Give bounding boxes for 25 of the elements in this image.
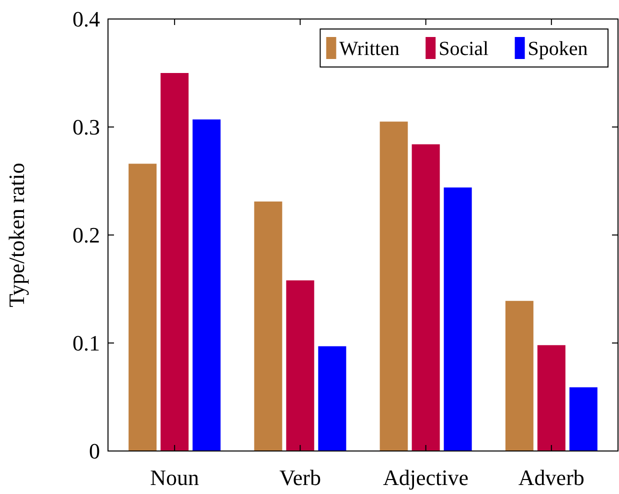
x-tick-label: Verb: [279, 465, 321, 490]
y-axis-title: Type/token ratio: [4, 162, 29, 308]
y-tick-label: 0.2: [72, 222, 100, 248]
y-tick-label: 0.3: [72, 114, 100, 140]
bar: [444, 187, 472, 451]
bar: [192, 119, 221, 451]
x-tick-label: Noun: [150, 465, 200, 490]
bar: [505, 300, 534, 451]
bar: [569, 387, 598, 451]
bar: [160, 73, 189, 451]
legend-label: Spoken: [528, 38, 588, 60]
bar: [380, 122, 408, 451]
x-tick-label: Adverb: [518, 465, 584, 490]
y-tick-label: 0.4: [72, 6, 100, 32]
y-tick-label: 0.1: [72, 330, 100, 356]
bar: [412, 144, 440, 451]
bar: [318, 346, 346, 451]
y-tick-label: 0: [89, 438, 100, 464]
bar: [286, 280, 314, 451]
legend-label: Social: [438, 38, 490, 60]
legend-label: Written: [339, 38, 400, 60]
bar: [537, 345, 566, 451]
bar: [254, 202, 282, 451]
x-tick-label: Adjective: [383, 465, 469, 490]
bar: [128, 164, 157, 451]
